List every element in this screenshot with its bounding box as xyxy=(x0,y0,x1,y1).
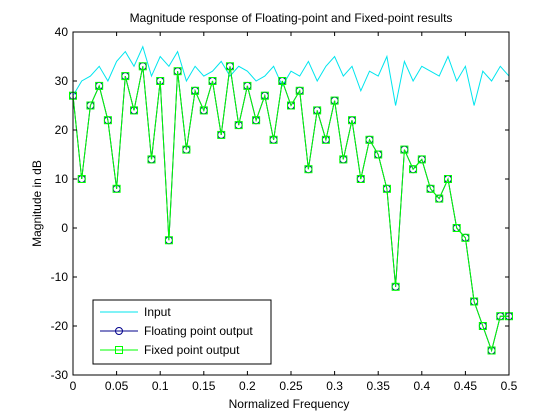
data-point-square xyxy=(478,322,487,330)
y-tick-label: 10 xyxy=(55,172,69,186)
data-point-square xyxy=(191,86,200,95)
data-point-square xyxy=(77,175,86,183)
x-tick-label: 0 xyxy=(70,379,77,393)
x-ticks: 0 0.05 0.1 0.15 0.2 0.25 0.3 0.35 0.4 0.45 0.5 xyxy=(70,32,518,393)
x-tick-label: 0.4 xyxy=(413,379,430,393)
data-point-square xyxy=(164,236,173,245)
x-tick-label: 0.15 xyxy=(192,379,216,393)
data-point-square xyxy=(461,233,470,242)
data-point-square xyxy=(278,77,287,85)
data-point-square xyxy=(217,130,226,139)
data-point-square xyxy=(487,346,496,355)
x-axis-label: Normalized Frequency xyxy=(229,397,350,411)
data-point-square xyxy=(313,106,322,115)
legend-floating-marker xyxy=(115,327,123,335)
data-point-square xyxy=(417,155,426,164)
data-point-square xyxy=(138,62,147,71)
data-point-square xyxy=(400,145,409,154)
data-point-square xyxy=(208,77,217,85)
data-point-square xyxy=(470,297,479,306)
data-point-square xyxy=(356,175,365,183)
series-layer xyxy=(69,45,513,355)
data-point-square xyxy=(199,106,208,115)
data-point-square xyxy=(112,184,121,193)
x-tick-label: 0.1 xyxy=(152,379,169,393)
y-tick-label: 30 xyxy=(55,74,69,88)
data-point-square xyxy=(252,116,261,125)
data-point-square xyxy=(496,312,505,321)
x-tick-label: 0.45 xyxy=(454,379,478,393)
data-point-square xyxy=(365,135,374,144)
y-axis-label: Magnitude in dB xyxy=(30,160,44,247)
y-tick-label: 0 xyxy=(61,221,68,235)
chart-title: Magnitude response of Floating-point and… xyxy=(130,11,453,25)
x-tick-label: 0.05 xyxy=(105,379,129,393)
series-line xyxy=(72,45,510,106)
x-tick-label: 0.5 xyxy=(501,379,518,393)
data-point-square xyxy=(295,86,304,95)
data-point-square xyxy=(304,165,313,174)
data-point-square xyxy=(426,184,435,193)
data-point-square xyxy=(243,81,252,90)
data-point-square xyxy=(156,77,165,85)
series-input xyxy=(72,45,510,106)
data-point-square xyxy=(225,62,234,71)
data-point-square xyxy=(260,91,269,100)
data-point-square xyxy=(269,135,278,144)
data-point-square xyxy=(409,165,418,174)
data-point-square xyxy=(391,282,400,291)
legend-floating-label: Floating point output xyxy=(144,324,253,338)
y-ticks: -30 -20 -10 0 10 20 30 40 xyxy=(51,25,509,382)
y-tick-label: -20 xyxy=(51,319,69,333)
data-point-square xyxy=(287,101,295,110)
y-tick-label: 40 xyxy=(55,25,69,39)
y-tick-label: -30 xyxy=(51,368,69,382)
data-point-square xyxy=(182,145,191,154)
data-point-square xyxy=(95,81,104,90)
data-point-square xyxy=(234,121,243,130)
legend: Input Floating point output Fixed point … xyxy=(92,299,272,365)
legend-fixed-label: Fixed point output xyxy=(144,343,240,357)
legend-fixed-marker xyxy=(115,346,123,354)
x-tick-label: 0.35 xyxy=(367,379,391,393)
data-point-square xyxy=(443,175,452,183)
data-point-square xyxy=(330,96,339,105)
y-tick-label: -10 xyxy=(51,270,69,284)
x-tick-label: 0.3 xyxy=(326,379,343,393)
data-point-square xyxy=(435,194,444,203)
data-point-square xyxy=(86,101,95,110)
data-point-square xyxy=(374,150,383,159)
data-point-square xyxy=(348,116,357,125)
data-point-square xyxy=(339,155,348,164)
y-tick-label: 20 xyxy=(55,123,69,137)
x-tick-label: 0.25 xyxy=(279,379,303,393)
data-point-square xyxy=(382,184,391,193)
series-fixed-point-output xyxy=(69,62,513,355)
legend-input-label: Input xyxy=(144,305,171,319)
data-point-square xyxy=(147,155,156,164)
data-point-square xyxy=(321,135,330,144)
data-point-square xyxy=(452,224,461,232)
data-point-square xyxy=(121,72,130,81)
data-point-square xyxy=(103,116,112,125)
data-point-square xyxy=(173,67,182,76)
data-point-square xyxy=(130,106,139,115)
x-tick-label: 0.2 xyxy=(239,379,256,393)
